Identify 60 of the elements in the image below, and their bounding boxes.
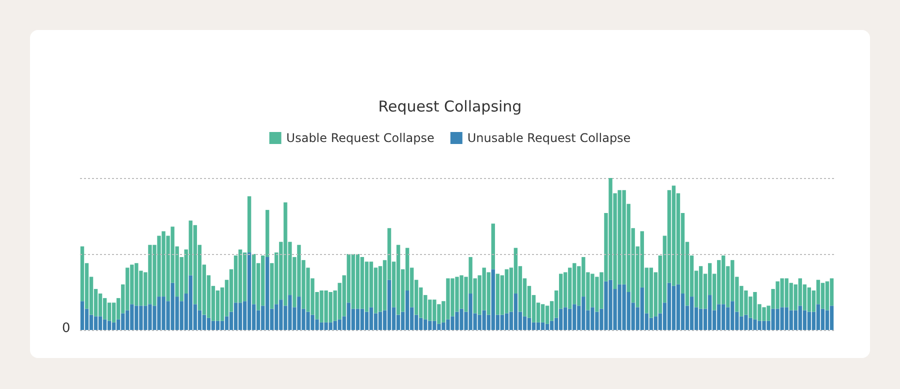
bar: [102, 319, 107, 330]
text: 0: [62, 321, 70, 336]
bar: [654, 316, 658, 330]
bar: [514, 294, 518, 330]
chart-title: Request Collapsing: [378, 98, 522, 116]
bar: [360, 257, 364, 309]
bar: [536, 322, 540, 330]
bar: [247, 252, 252, 330]
bar: [830, 306, 834, 330]
bar: [94, 316, 98, 330]
bar: [242, 252, 247, 302]
bar: [211, 320, 216, 330]
bar: [387, 280, 392, 330]
bar: [238, 249, 242, 303]
bar: [820, 282, 825, 309]
bar: [216, 320, 220, 330]
bar: [491, 224, 495, 270]
bar: [238, 302, 242, 330]
bar: [107, 320, 112, 330]
bar: [550, 320, 554, 330]
bar: [667, 282, 672, 330]
bar: [708, 295, 712, 330]
bar: [676, 284, 680, 330]
bar: [360, 308, 364, 330]
legend-label: Usable Request Collapse: [286, 131, 434, 145]
bar: [558, 308, 563, 330]
bar: [672, 186, 676, 286]
bar: [698, 308, 703, 330]
legend-label: Unusable Request Collapse: [467, 131, 631, 145]
bar: [672, 286, 676, 330]
bar: [532, 322, 536, 330]
bar: [698, 266, 703, 309]
bar: [234, 302, 238, 330]
bar: [825, 281, 830, 310]
bar: [216, 290, 220, 321]
bar: [396, 244, 400, 315]
bar: [224, 316, 229, 330]
bar: [369, 307, 374, 330]
bar: [247, 196, 252, 252]
bar: [540, 304, 545, 322]
bar: [807, 287, 812, 312]
bar: [351, 254, 356, 309]
bar: [504, 269, 509, 314]
bar: [206, 318, 211, 330]
bar: [405, 290, 410, 330]
bar: [545, 324, 550, 330]
bar: [504, 313, 509, 330]
bar: [540, 322, 545, 330]
bar: [378, 312, 382, 330]
bar: [816, 304, 820, 330]
bar: [80, 301, 84, 330]
bar: [356, 254, 360, 309]
bar: [356, 308, 360, 330]
bar: [98, 316, 102, 330]
bar: [690, 296, 694, 330]
bar: [807, 312, 812, 330]
bar: [527, 318, 532, 330]
bar: [522, 316, 527, 330]
bar: [220, 320, 224, 330]
bar: [830, 278, 834, 306]
